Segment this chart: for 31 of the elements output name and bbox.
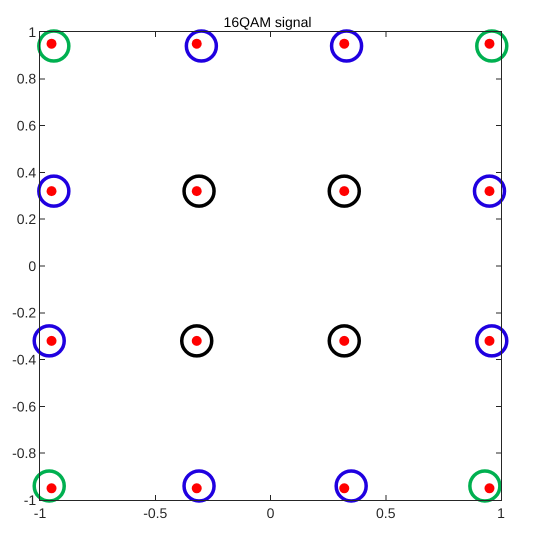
y-tick-label: -0.4	[12, 352, 36, 368]
point	[339, 483, 350, 494]
point	[37, 29, 71, 63]
point	[37, 174, 71, 208]
x-tick-label: -0.5	[143, 504, 168, 521]
point	[328, 174, 362, 208]
y-tick-label: 0.6	[16, 118, 36, 134]
y-tick-label: -1	[24, 492, 36, 508]
point	[328, 324, 362, 358]
point	[330, 29, 364, 63]
y-tick-label: -0.8	[12, 445, 36, 462]
x-tick-label: 0	[266, 504, 275, 521]
point	[182, 174, 216, 208]
chart-title: 16QAM signal	[224, 14, 312, 30]
point	[180, 324, 214, 358]
point	[334, 469, 368, 503]
point	[472, 174, 506, 208]
point	[475, 29, 509, 63]
x-tick-label: 0.5	[376, 504, 396, 521]
y-tick-label: -0.2	[12, 304, 36, 321]
y-tick-label: 1	[28, 24, 36, 40]
y-tick-label: 0.2	[16, 211, 36, 228]
point	[184, 29, 218, 63]
x-tick-label: 1	[497, 504, 506, 521]
point	[468, 469, 502, 503]
y-tick-label: 0.8	[16, 70, 36, 87]
y-tick-label: 0.4	[16, 164, 36, 180]
y-tick-label: -0.6	[12, 398, 36, 414]
point	[182, 469, 216, 503]
point	[475, 324, 509, 358]
y-tick-label: 0	[28, 258, 36, 274]
